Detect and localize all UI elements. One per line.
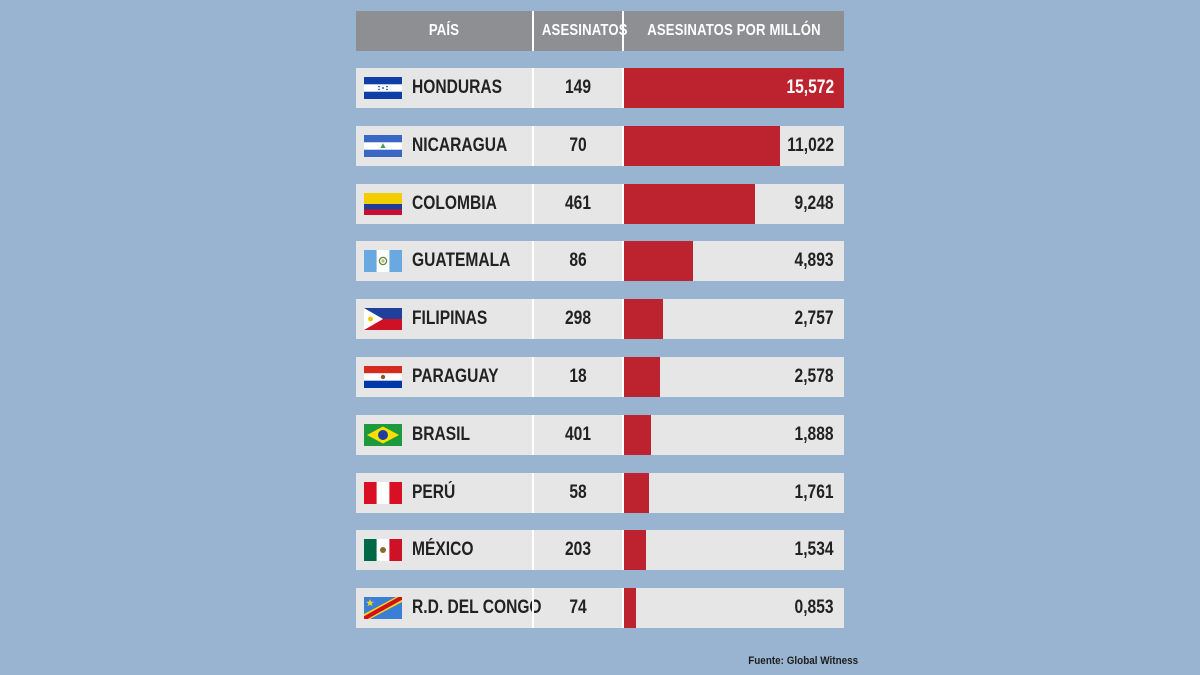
killings-table: PAÍS ASESINATOS ASESINATOS POR MILLÓN HO… (356, 11, 844, 629)
kills-value: 203 (564, 539, 591, 561)
column-divider (622, 588, 624, 629)
rate-bar (624, 125, 780, 166)
column-divider (532, 68, 534, 108)
country-label: NICARAGUA (412, 134, 508, 156)
rate-bar (624, 68, 844, 108)
brazil-flag (364, 423, 402, 446)
table-row: FILIPINAS 298 2,757 (356, 299, 844, 340)
rate-value-label: 1,534 (795, 539, 834, 561)
rate-bar (624, 414, 651, 455)
column-divider (622, 183, 624, 224)
rate-value-label: 15,572 (786, 77, 834, 98)
kills-value: 401 (564, 423, 591, 445)
country-label: PERÚ (412, 481, 456, 503)
country-label: GUATEMALA (412, 250, 511, 272)
paraguay-flag (364, 366, 402, 388)
country-label: FILIPINAS (412, 308, 488, 330)
guatemala-flag (364, 250, 402, 273)
column-divider (532, 414, 534, 455)
kills-value: 70 (569, 134, 587, 156)
header-kills: ASESINATOS (541, 22, 628, 39)
rate-value-label: 1,888 (795, 423, 834, 445)
dr-congo-flag (364, 597, 402, 620)
rate-value-label: 2,757 (795, 308, 834, 330)
rate-value-label: 1,761 (795, 481, 834, 503)
honduras-flag (364, 77, 402, 99)
kills-value: 58 (569, 481, 587, 503)
header-divider (532, 11, 534, 51)
country-label: MÉXICO (412, 539, 474, 561)
kills-value: 298 (564, 308, 591, 330)
country-label: COLOMBIA (412, 192, 497, 214)
column-divider (532, 472, 534, 513)
kills-value: 461 (564, 192, 591, 214)
column-divider (532, 357, 534, 397)
rate-bar (624, 588, 637, 629)
table-header: PAÍS ASESINATOS ASESINATOS POR MILLÓN (356, 11, 844, 51)
column-divider (622, 530, 624, 571)
table-row: GUATEMALA 86 4,893 (356, 241, 844, 282)
country-label: PARAGUAY (412, 366, 499, 387)
column-divider (622, 125, 624, 166)
column-divider (622, 472, 624, 513)
colombia-flag (364, 192, 402, 215)
table-row: PERÚ 58 1,761 (356, 472, 844, 513)
kills-value: 74 (569, 597, 587, 619)
column-divider (622, 299, 624, 340)
header-country: PAÍS (428, 22, 460, 39)
column-divider (622, 414, 624, 455)
kills-value: 18 (569, 366, 587, 387)
column-divider (622, 357, 624, 397)
header-divider (622, 11, 624, 51)
nicaragua-flag (364, 134, 402, 157)
rate-value-label: 2,578 (795, 366, 834, 387)
country-label: R.D. DEL CONGO (412, 597, 542, 619)
peru-flag (364, 481, 402, 504)
country-label: BRASIL (412, 423, 471, 445)
table-row: MÉXICO 203 1,534 (356, 530, 844, 571)
column-divider (532, 125, 534, 166)
table-row: PARAGUAY 18 2,578 (356, 357, 844, 397)
rate-bar (624, 357, 661, 397)
column-divider (532, 183, 534, 224)
column-divider (532, 588, 534, 629)
rate-bar (624, 183, 755, 224)
table-row: COLOMBIA 461 9,248 (356, 183, 844, 224)
column-divider (532, 241, 534, 282)
rate-value-label: 11,022 (787, 134, 834, 156)
rate-value-label: 4,893 (795, 250, 834, 272)
column-divider (622, 68, 624, 108)
table-row: R.D. DEL CONGO 74 0,853 (356, 588, 844, 629)
mexico-flag (364, 539, 402, 562)
source-note: Fuente: Global Witness (748, 655, 858, 667)
philippines-flag (364, 308, 402, 331)
rate-bar (624, 299, 663, 340)
column-divider (532, 299, 534, 340)
table-row: HONDURAS 149 15,572 (356, 68, 844, 108)
rate-value-label: 9,248 (795, 192, 834, 214)
table-row: BRASIL 401 1,888 (356, 414, 844, 455)
table-row: NICARAGUA 70 11,022 (356, 125, 844, 166)
header-rate: ASESINATOS POR MILLÓN (647, 22, 821, 39)
country-label: HONDURAS (412, 77, 503, 98)
rate-value-label: 0,853 (795, 597, 834, 619)
rate-bar (624, 472, 649, 513)
rate-bar (624, 530, 646, 571)
kills-value: 149 (564, 77, 591, 98)
column-divider (622, 241, 624, 282)
kills-value: 86 (569, 250, 587, 272)
column-divider (532, 530, 534, 571)
rate-bar (624, 241, 694, 282)
